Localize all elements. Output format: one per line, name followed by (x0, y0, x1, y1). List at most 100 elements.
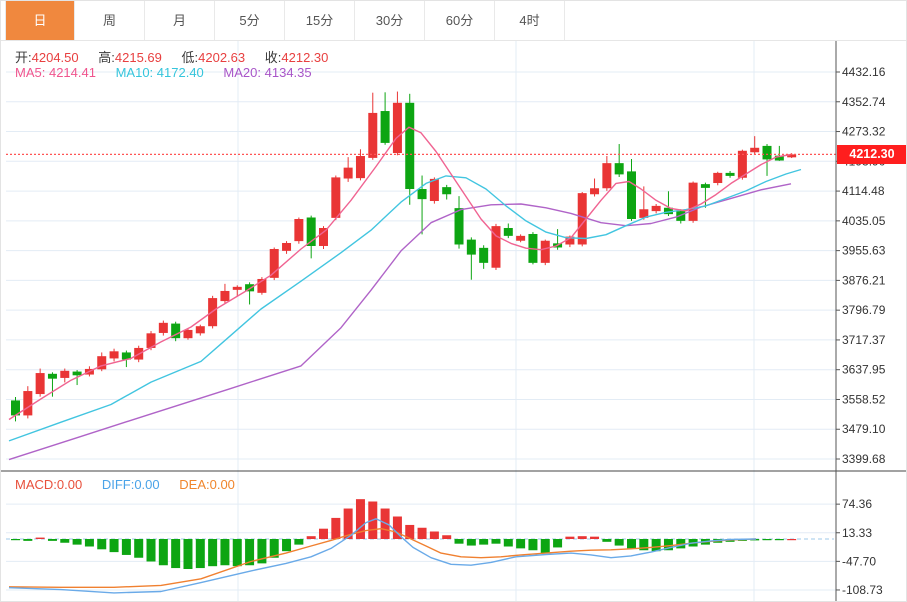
macd-histogram-bar (97, 539, 107, 550)
macd-histogram-bar (417, 527, 427, 539)
ma5-value: 4214.41 (48, 65, 96, 80)
low-value: 4202.63 (198, 50, 246, 65)
macd-histogram-bar (245, 539, 255, 566)
current-price-tag: 4212.30 (837, 145, 906, 164)
kline-chart-canvas[interactable]: 4432.164352.744273.324193.904114.484035.… (1, 41, 907, 602)
ma10-value: 4172.40 (156, 65, 204, 80)
macd-histogram-bar (208, 539, 218, 567)
macd-histogram-bar (331, 517, 341, 539)
candle-body (429, 178, 439, 202)
macd-histogram-bar (60, 539, 70, 543)
candle-body (774, 155, 784, 161)
macd-histogram-bar (503, 539, 513, 547)
dea-label: DEA: (179, 477, 210, 492)
macd-histogram-bar (232, 539, 242, 567)
macd-histogram-bar (183, 539, 193, 569)
candle-body (146, 333, 156, 348)
tab-period-0[interactable]: 日 (5, 1, 75, 40)
candle-body (750, 147, 760, 153)
macd-histogram-bar (442, 535, 452, 539)
close-label: 收: (264, 50, 282, 65)
price-tick-label: 3399.68 (842, 452, 886, 466)
tab-period-3[interactable]: 5分 (215, 1, 285, 40)
candle-body (787, 154, 797, 158)
diff-value: 0.00 (134, 477, 160, 492)
macd-histogram-bar (602, 539, 612, 542)
candle-body (294, 218, 304, 242)
candle-body (762, 145, 772, 160)
macd-histogram-bar (121, 539, 131, 555)
candle-body (663, 207, 673, 215)
tab-period-4[interactable]: 15分 (285, 1, 355, 40)
macd-histogram-bar (11, 539, 20, 541)
candle-body (479, 247, 489, 263)
candle-body (121, 352, 131, 360)
candle-body (602, 163, 612, 189)
macd-histogram-bar (663, 539, 673, 551)
price-tick-label: 3558.52 (842, 392, 886, 406)
macd-histogram-bar (639, 539, 649, 551)
macd-histogram-bar (146, 539, 156, 562)
candle-body (540, 240, 550, 263)
candle-body (72, 371, 82, 376)
ma20-label: MA20: (223, 65, 261, 80)
tab-period-2[interactable]: 月 (145, 1, 215, 40)
tab-period-7[interactable]: 4时 (495, 1, 565, 40)
candle-body (651, 205, 661, 212)
candle-body (442, 187, 452, 195)
price-tick-label: 3479.10 (842, 422, 886, 436)
candle-body (319, 227, 328, 246)
macd-value: 0.00 (56, 477, 83, 492)
high-label: 高: (98, 50, 115, 65)
macd-histogram-bar (355, 499, 365, 539)
macd-histogram-bar (577, 536, 587, 539)
candle-body (713, 172, 723, 184)
price-tick-label: 3796.79 (842, 303, 886, 317)
macd-histogram-bar (134, 539, 144, 558)
macd-readout: MACD:0.00 DIFF:0.00 DEA:0.00 (15, 477, 251, 492)
candle-body (454, 208, 464, 245)
price-tick-label: 3637.95 (842, 363, 886, 377)
macd-histogram-bar (47, 539, 57, 541)
macd-histogram-bar (466, 539, 476, 546)
macd-histogram-bar (72, 539, 82, 545)
macd-histogram-bar (405, 524, 415, 539)
candle-body (639, 209, 649, 218)
candle-body (171, 323, 181, 339)
candle-body (282, 242, 292, 251)
price-tick-label: 4432.16 (842, 65, 886, 79)
macd-histogram-bar (282, 539, 292, 552)
tab-period-6[interactable]: 60分 (425, 1, 495, 40)
candle-body (355, 156, 365, 179)
candle-body (380, 111, 390, 143)
candle-body (257, 278, 267, 293)
candle-body (158, 322, 168, 333)
tab-period-1[interactable]: 周 (75, 1, 145, 40)
candle-body (195, 326, 205, 334)
macd-histogram-bar (540, 539, 550, 554)
macd-histogram-bar (590, 536, 600, 539)
price-tick-label: 4035.05 (842, 214, 886, 228)
candle-body (331, 177, 341, 218)
tab-period-5[interactable]: 30分 (355, 1, 425, 40)
candle-body (466, 239, 476, 255)
candle-body (232, 286, 242, 290)
chart-area: 4432.164352.744273.324193.904114.484035.… (1, 41, 907, 602)
macd-histogram-bar (787, 539, 797, 541)
candle-body (503, 227, 513, 236)
macd-tick-label: 13.33 (842, 526, 872, 540)
macd-histogram-bar (553, 539, 563, 548)
macd-tick-label: -108.73 (842, 583, 883, 597)
candle-body (516, 235, 526, 241)
candle-body (245, 284, 255, 292)
ma10-line (8, 168, 802, 442)
macd-histogram-bar (306, 536, 316, 539)
candle-body (220, 290, 230, 302)
candle-body (577, 193, 587, 245)
open-value: 4204.50 (31, 50, 79, 65)
macd-histogram-bar (109, 539, 119, 553)
candle-body (11, 400, 20, 416)
price-tick-label: 3876.21 (842, 273, 886, 287)
candle-body (269, 248, 279, 278)
